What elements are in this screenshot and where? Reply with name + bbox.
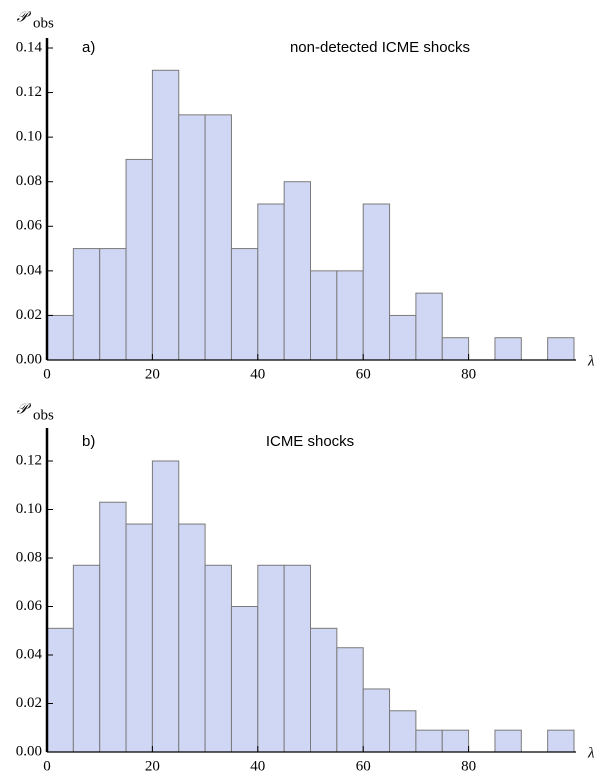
bar <box>125 523 153 753</box>
y-tick-label: 0.02 <box>16 695 42 711</box>
bar <box>204 564 232 753</box>
bar <box>46 314 74 361</box>
bar <box>151 460 180 753</box>
bar <box>72 248 101 361</box>
bar <box>362 203 391 361</box>
annotation: non-detected ICME shocks <box>290 39 470 56</box>
bar <box>547 337 575 361</box>
y-tick-label: 0.04 <box>16 262 43 278</box>
y-tick-label: 0.08 <box>16 549 42 565</box>
y-tick-label: 0.10 <box>16 129 42 145</box>
bar <box>441 729 470 753</box>
bar <box>125 158 153 361</box>
bar <box>178 114 206 361</box>
y-tick-label: 0.00 <box>16 743 42 759</box>
y-tick-label: 0.12 <box>16 452 42 468</box>
bar <box>494 337 522 361</box>
bar <box>389 314 417 361</box>
bar <box>547 729 575 753</box>
bar <box>389 710 417 753</box>
bar <box>204 114 232 361</box>
y-tick-label: 0.14 <box>16 39 43 55</box>
y-tick-label: 0.06 <box>16 598 43 614</box>
bar <box>494 729 522 753</box>
bar <box>230 248 259 361</box>
bar <box>310 627 338 753</box>
y-axis-label-sub: obs <box>33 407 54 423</box>
x-tick-label: 80 <box>461 758 476 774</box>
y-tick-label: 0.12 <box>16 84 42 100</box>
bar <box>415 729 443 753</box>
x-tick-label: 60 <box>356 366 371 382</box>
bar <box>283 564 311 753</box>
annotation: ICME shocks <box>266 433 354 450</box>
x-tick-label: 60 <box>356 758 371 774</box>
y-axis-label-sub: obs <box>33 15 54 31</box>
bar <box>336 270 364 361</box>
x-tick-label: 40 <box>250 366 265 382</box>
x-tick-label: 0 <box>43 366 51 382</box>
x-axis-label: λ <box>587 745 595 761</box>
y-tick-label: 0.00 <box>16 351 42 367</box>
bar <box>257 203 285 361</box>
bar <box>178 523 206 753</box>
y-tick-label: 0.08 <box>16 173 42 189</box>
bar <box>72 564 101 753</box>
y-tick-label: 0.04 <box>16 646 43 662</box>
bar <box>310 270 338 361</box>
x-axis-label: λ <box>587 353 595 369</box>
bar <box>99 501 127 753</box>
x-tick-label: 20 <box>145 758 160 774</box>
bar <box>99 248 127 361</box>
x-tick-label: 0 <box>43 758 51 774</box>
y-axis-label: 𝒫 <box>17 401 32 417</box>
bar <box>151 69 180 361</box>
panel-label: a) <box>82 39 95 56</box>
x-tick-label: 20 <box>145 366 160 382</box>
bar <box>336 647 364 753</box>
bar <box>46 627 74 753</box>
bar <box>441 337 470 361</box>
y-tick-label: 0.06 <box>16 218 43 234</box>
bar <box>283 181 311 361</box>
y-tick-label: 0.02 <box>16 307 42 323</box>
bar <box>257 564 285 753</box>
x-tick-label: 40 <box>250 758 265 774</box>
panel-label: b) <box>82 433 95 450</box>
bar <box>362 688 391 753</box>
bar <box>415 292 443 361</box>
x-tick-label: 80 <box>461 366 476 382</box>
y-axis-label: 𝒫 <box>17 9 32 25</box>
bar <box>230 606 259 753</box>
y-tick-label: 0.10 <box>16 501 42 517</box>
